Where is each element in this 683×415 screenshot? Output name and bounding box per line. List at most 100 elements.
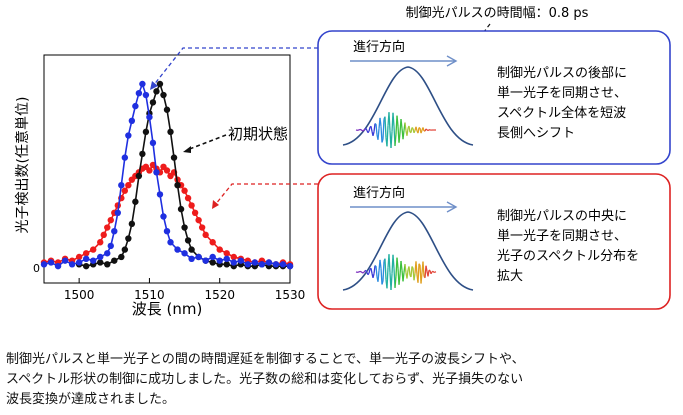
data-point [149, 139, 157, 147]
series-line [43, 163, 291, 266]
y-axis-label: 光子検出数(任意単位) [14, 97, 31, 234]
initial-state-arrowhead [183, 146, 191, 153]
data-point [153, 88, 160, 95]
data-point [104, 250, 111, 257]
wave-segment [365, 128, 368, 131]
data-point [279, 261, 287, 268]
panel-shift-direction-label: 進行方向 [353, 39, 405, 55]
data-point [82, 255, 90, 262]
data-point [237, 257, 244, 264]
x-tick-label: 1520 [204, 288, 235, 302]
data-point [121, 246, 129, 253]
panel-shift-text-line-3: スペクトル全体を短波 [497, 105, 626, 121]
wave-segment [373, 123, 376, 132]
data-point [181, 224, 188, 231]
wave-segment [372, 273, 375, 278]
data-point [139, 80, 146, 88]
panel-shift-gaussian [342, 66, 474, 146]
wave-segment [363, 270, 366, 273]
data-point [160, 213, 167, 220]
data-point [160, 91, 167, 99]
data-point [107, 216, 114, 224]
pulse-width-label: 制御光パルスの時間幅：0.8 ps [406, 6, 589, 21]
red-connector-arrow [214, 183, 318, 206]
data-point [90, 257, 97, 264]
wave-segment [396, 115, 399, 127]
wave-segment [386, 125, 389, 147]
data-point [170, 154, 178, 161]
wave-segment [422, 261, 425, 277]
data-point [251, 259, 259, 266]
data-point [209, 259, 216, 266]
data-point [195, 253, 202, 261]
initial-state-label: 初期状態 [228, 125, 288, 143]
data-point [111, 257, 118, 264]
data-point [244, 261, 252, 268]
wave-segment [380, 268, 383, 285]
wave-segment [363, 128, 366, 131]
wave-segment [361, 271, 364, 274]
wave-segment [372, 131, 375, 136]
panel-broaden: 進行方向 制御光パルスの中央に 単一光子を同期させ、 光子のスペクトル分布を 拡… [317, 173, 671, 310]
panel-shift-text-line-4: 長側へシフト [497, 126, 575, 141]
panel-shift: 進行方向 制御光パルスの後部に 単一光子を同期させ、 スペクトル全体を短波 長側… [317, 30, 671, 165]
data-point [209, 239, 216, 246]
data-point [174, 246, 181, 253]
wave-segment [368, 268, 371, 274]
caption-line-2: スペクトル形状の制御に成功しました。光子数の総和は変化しておらず、光子損失のない [6, 372, 524, 387]
data-point [198, 224, 206, 231]
panel-shift-direction-arrowhead [446, 55, 458, 67]
wave-segment [426, 129, 429, 132]
wave-segment [382, 119, 385, 139]
data-point [125, 235, 132, 242]
wave-segment [422, 127, 425, 132]
data-point [265, 259, 273, 266]
data-point [191, 209, 199, 216]
data-point [132, 198, 139, 205]
data-point [128, 220, 136, 228]
wave-segment [390, 273, 393, 290]
spectrum-chart: 1500 1510 1520 1530 0 波長 (nm) 光子検出数(任意単位) [14, 54, 306, 318]
wave-segment [388, 112, 391, 131]
wave-segment [402, 130, 405, 140]
wave-segment [362, 129, 365, 132]
panel-broaden-text-line-2: 単一光子を同期させ、 [497, 228, 627, 244]
panel-broaden-direction-label: 進行方向 [353, 185, 405, 201]
data-point [54, 262, 62, 270]
y-tick-label: 0 [33, 262, 40, 275]
data-point [195, 216, 202, 224]
data-point [107, 242, 114, 250]
wave-segment [367, 130, 370, 134]
wave-segment [377, 270, 380, 282]
wave-segment [417, 127, 420, 134]
data-point [100, 231, 107, 239]
data-point [125, 132, 132, 139]
wave-segment [396, 257, 399, 269]
panel-broaden-text-line-3: 光子のスペクトル分布を [497, 249, 639, 264]
data-point [104, 224, 111, 231]
series-0 [40, 80, 294, 270]
wave-segment [392, 112, 395, 127]
wave-segment [400, 118, 403, 129]
x-tick-label: 1530 [275, 288, 306, 302]
wave-segment [420, 272, 423, 284]
data-point [121, 154, 129, 161]
wave-segment [380, 126, 383, 143]
data-point [223, 261, 230, 268]
data-point [146, 113, 153, 121]
wave-segment [384, 116, 387, 138]
wave-segment [390, 131, 393, 148]
data-point [97, 253, 104, 261]
x-tick-label: 1500 [64, 288, 95, 302]
data-point [188, 246, 195, 253]
data-point [181, 187, 188, 194]
wave-segment [404, 122, 407, 131]
wave-segment [406, 128, 409, 136]
wave-segment [370, 126, 373, 132]
wave-segment [415, 261, 418, 276]
data-point [167, 239, 174, 246]
wave-segment [379, 259, 382, 269]
wave-segment [400, 260, 403, 271]
wave-segment [410, 266, 413, 277]
data-point [97, 259, 104, 266]
